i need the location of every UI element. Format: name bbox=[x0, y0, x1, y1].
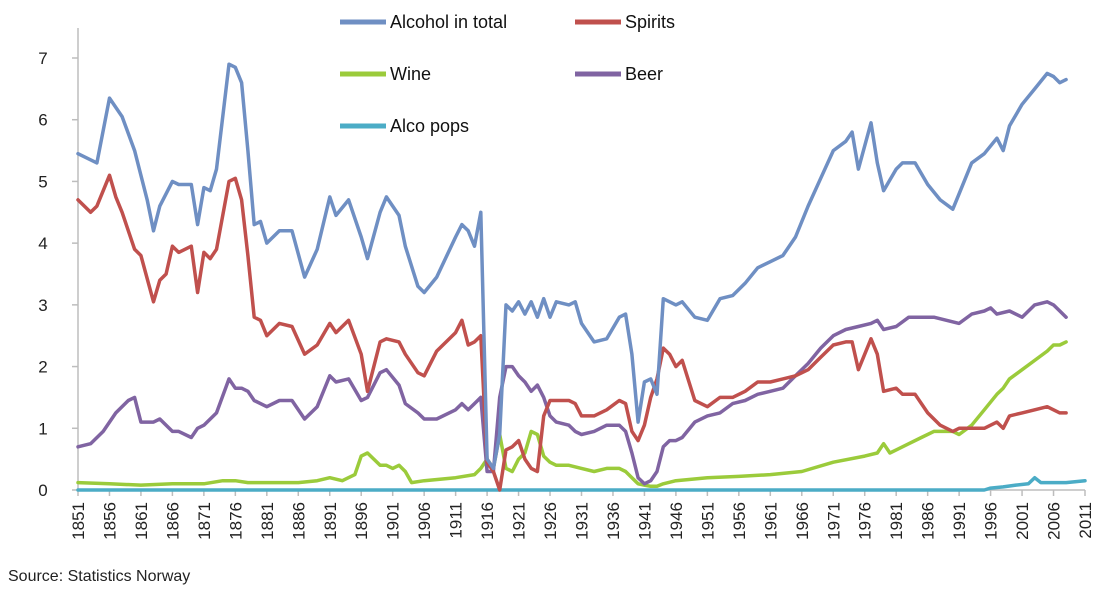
x-tick-label: 1961 bbox=[761, 502, 780, 540]
series-line-alcohol-in-total bbox=[76, 62, 1068, 471]
source-note: Source: Statistics Norway bbox=[8, 568, 191, 585]
x-tick-label: 1881 bbox=[258, 502, 277, 540]
x-tick-label: 1941 bbox=[635, 502, 654, 540]
y-tick-label: 4 bbox=[38, 234, 47, 253]
x-tick-label: 1936 bbox=[604, 502, 623, 540]
series-line-beer bbox=[76, 300, 1068, 486]
x-tick-label: 1906 bbox=[415, 502, 434, 540]
y-tick-label: 1 bbox=[38, 419, 47, 438]
x-tick-label: 1976 bbox=[856, 502, 875, 540]
x-tick-label: 1991 bbox=[950, 502, 969, 540]
x-tick-label: 1856 bbox=[100, 502, 119, 540]
legend-label-spirits: Spirits bbox=[625, 12, 675, 32]
x-tick-label: 1851 bbox=[69, 502, 88, 540]
x-tick-label: 1901 bbox=[384, 502, 403, 540]
y-tick-label: 5 bbox=[38, 172, 47, 191]
x-tick-label: 1891 bbox=[321, 502, 340, 540]
y-tick-label: 2 bbox=[38, 358, 47, 377]
x-tick-label: 2006 bbox=[1045, 502, 1064, 540]
x-tick-label: 2011 bbox=[1076, 502, 1095, 539]
x-tick-label: 1926 bbox=[541, 502, 560, 540]
series-line-alco-pops bbox=[76, 475, 1087, 492]
x-tick-label: 1911 bbox=[447, 502, 466, 539]
x-tick-label: 1866 bbox=[163, 502, 182, 540]
series-line-spirits bbox=[76, 173, 1068, 492]
x-tick-label: 1916 bbox=[478, 502, 497, 540]
x-tick-label: 1966 bbox=[793, 502, 812, 540]
x-tick-label: 1861 bbox=[132, 502, 151, 540]
y-tick-label: 6 bbox=[38, 111, 47, 130]
x-tick-label: 1971 bbox=[824, 502, 843, 540]
x-tick-label: 1896 bbox=[352, 502, 371, 540]
legend-label-wine: Wine bbox=[390, 64, 431, 84]
series-lines bbox=[76, 62, 1087, 492]
x-tick-label: 1951 bbox=[698, 502, 717, 540]
y-tick-label: 7 bbox=[38, 49, 47, 68]
x-tick-label: 1981 bbox=[887, 502, 906, 540]
axes: 0 1 2 3 4 5 6 7 1851 1856 1861 1866 1871 1876 1881 1886… bbox=[38, 28, 1095, 540]
series-line-wine bbox=[76, 340, 1068, 489]
x-tick-label: 1871 bbox=[195, 502, 214, 540]
legend-label-alco-pops: Alco pops bbox=[390, 116, 469, 136]
legend-label-beer: Beer bbox=[625, 64, 663, 84]
x-tick-label: 2001 bbox=[1013, 502, 1032, 540]
y-tick-label: 0 bbox=[38, 481, 47, 500]
x-tick-label: 1946 bbox=[667, 502, 686, 540]
legend-label-alcohol-in-total: Alcohol in total bbox=[390, 12, 507, 32]
x-tick-label: 1956 bbox=[730, 502, 749, 540]
legend: Alcohol in total Spirits Wine Beer Alco pops bbox=[340, 12, 675, 136]
y-tick-label: 3 bbox=[38, 296, 47, 315]
x-tick-label: 1876 bbox=[226, 502, 245, 540]
x-tick-label: 1921 bbox=[510, 502, 529, 540]
x-tick-label: 1886 bbox=[289, 502, 308, 540]
x-tick-label: 1986 bbox=[919, 502, 938, 540]
x-tick-label: 1996 bbox=[982, 502, 1001, 540]
x-tick-label: 1931 bbox=[573, 502, 592, 540]
